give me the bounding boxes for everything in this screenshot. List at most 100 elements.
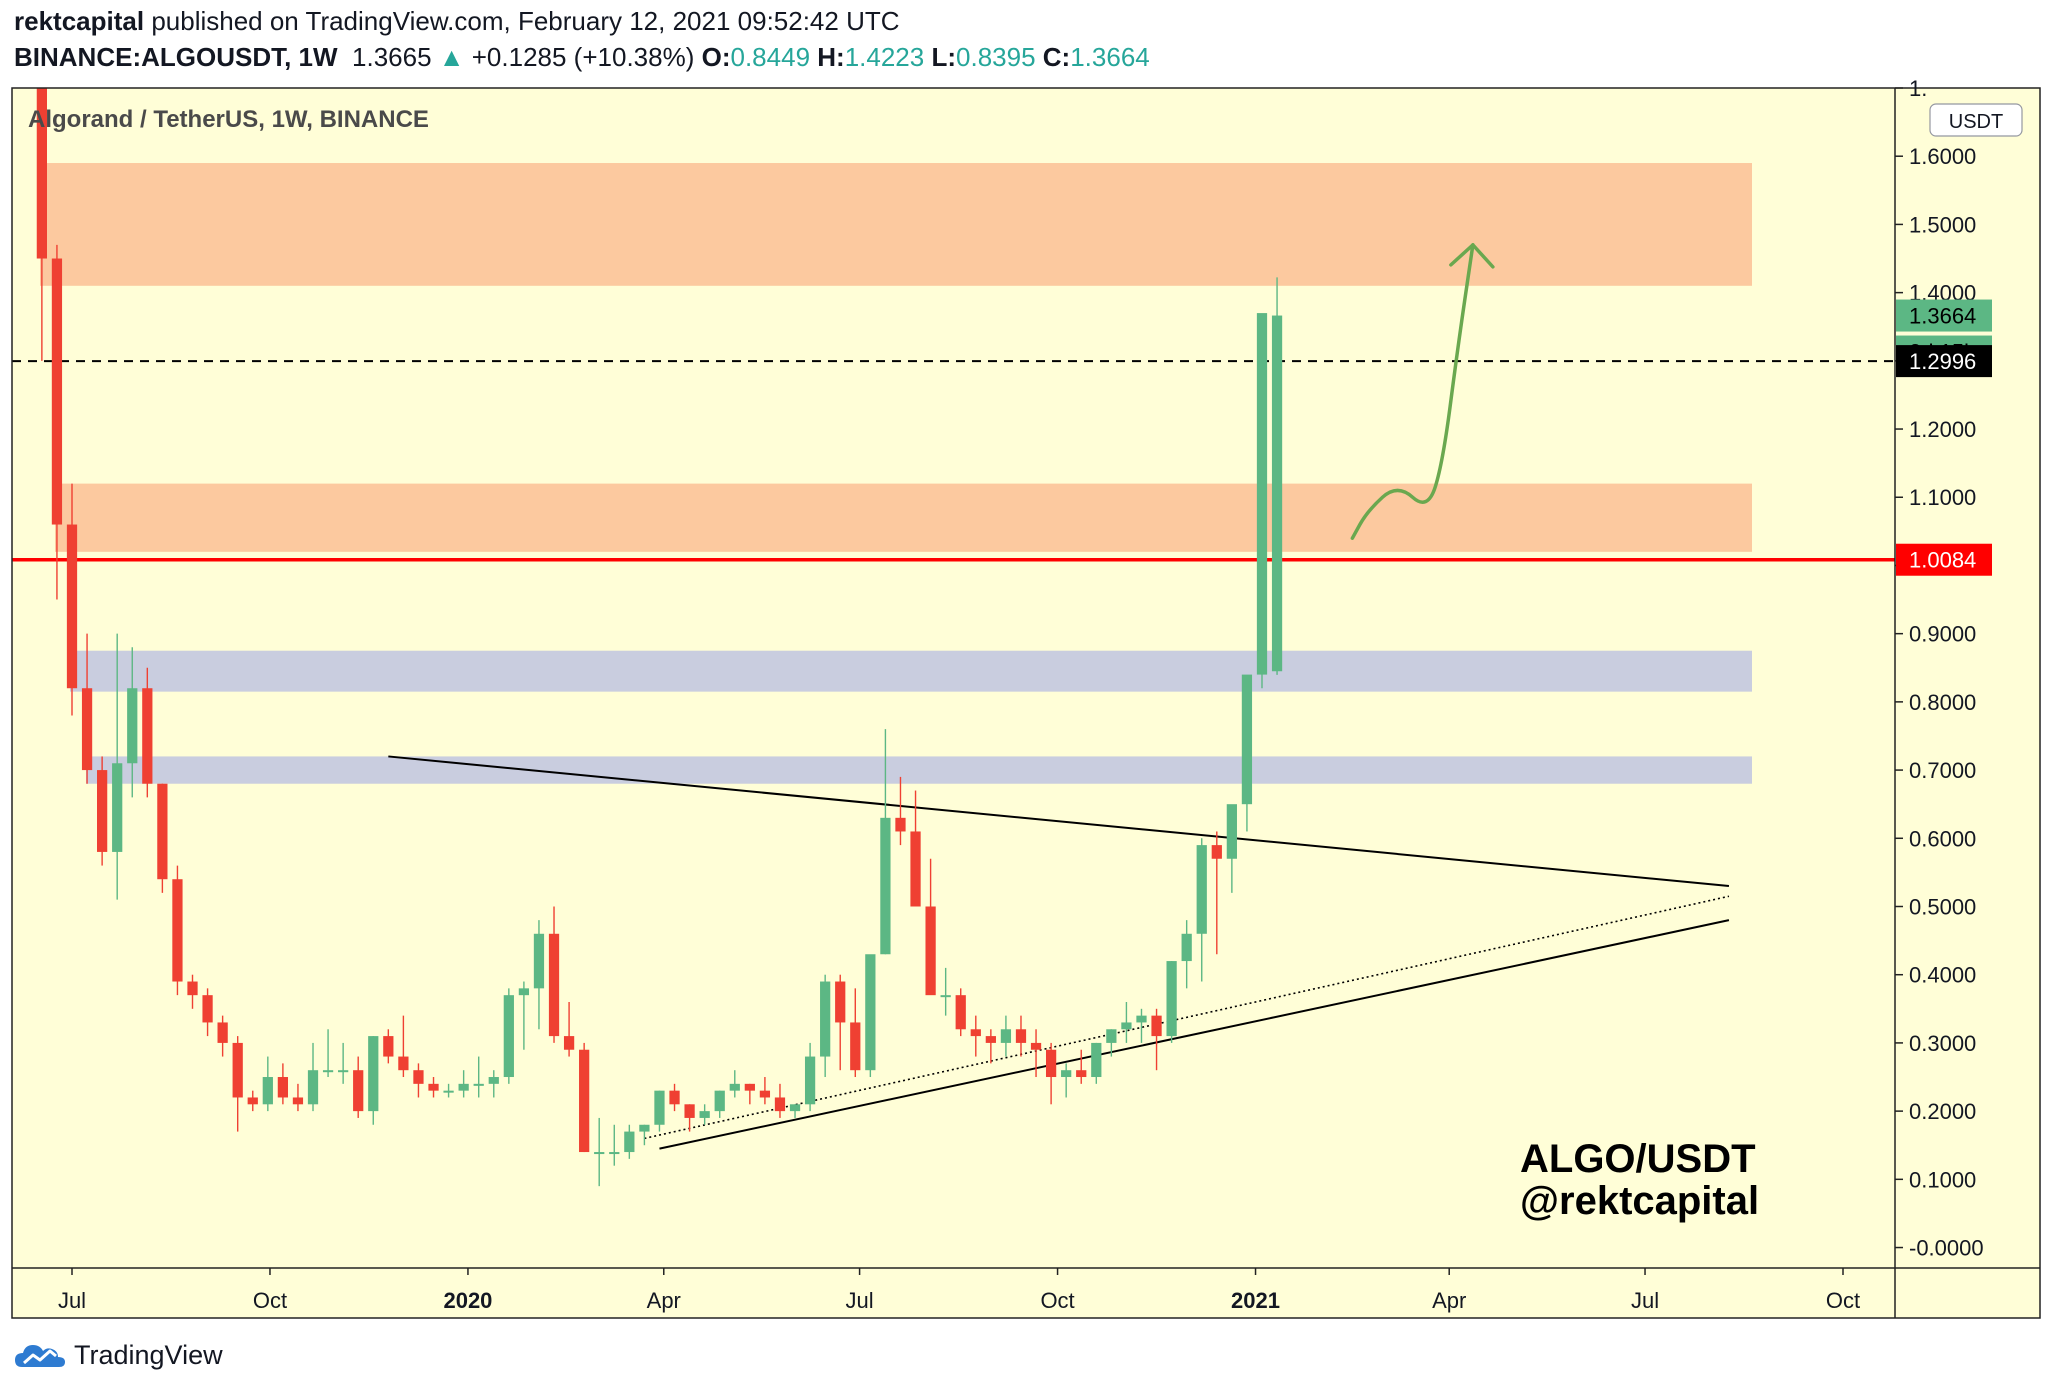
candle-up (789, 1104, 801, 1118)
time-axis-background (12, 1268, 1895, 1318)
candle-body (880, 817, 891, 955)
candle-down (579, 1042, 590, 1153)
chart-frame (11, 87, 2041, 1319)
candle-body (202, 995, 213, 1023)
candle-down (925, 858, 936, 996)
candle-body (36, 88, 47, 259)
candle-body (955, 995, 966, 1030)
candle-body (624, 1131, 635, 1153)
candle-body (1241, 674, 1253, 805)
author-name[interactable]: rektcapital (14, 6, 145, 36)
axis-corner (1895, 1268, 2040, 1318)
time-tick-label: Apr (647, 1288, 681, 1313)
time-tick-label: Oct (1826, 1288, 1860, 1313)
price-tick-label: -0.0000 (1909, 1236, 1984, 1261)
candle-down (955, 988, 966, 1037)
annotation-handle: @rektcapital (1520, 1179, 1759, 1223)
candle-body (895, 817, 906, 832)
candle-up (262, 1056, 273, 1112)
tradingview-footer[interactable]: TradingView (14, 1340, 223, 1371)
candle-body (262, 1077, 273, 1105)
chart-title: Algorand / TetherUS, 1W, BINANCE (28, 106, 429, 133)
currency-label: USDT (1949, 111, 2003, 133)
candle-up (1061, 1063, 1072, 1098)
candle-up (1226, 804, 1237, 893)
candle-down (142, 667, 153, 798)
candle-up (1000, 1015, 1012, 1057)
last-price-tag-text: 1.3664 (1909, 304, 1976, 329)
candle-up (594, 1117, 605, 1187)
candle-body (940, 995, 951, 998)
candle-down (744, 1083, 755, 1105)
candle-down (895, 776, 906, 846)
candle-up (473, 1056, 484, 1098)
candle-down (1045, 1042, 1057, 1105)
candle-up (1241, 674, 1253, 832)
resistance-zone (55, 483, 1752, 552)
candle-body (97, 770, 108, 852)
plot-area: Algorand / TetherUS, 1W, BINANCE ALGO/USD… (12, 88, 1895, 1223)
candle-up (503, 988, 514, 1084)
candle-body (1196, 845, 1207, 934)
support-zone (86, 756, 1752, 784)
candle-down (81, 633, 93, 784)
candle-body (383, 1036, 394, 1057)
currency-badge: USDT (1929, 103, 2023, 137)
candle-body (970, 1029, 981, 1037)
candle-body (835, 981, 846, 1023)
candle-body (368, 1036, 379, 1112)
key-level-tag: 1.0084 (1896, 543, 1992, 576)
candle-down (684, 1104, 695, 1132)
candle-body (1271, 315, 1283, 672)
resistance-zone (40, 163, 1752, 286)
up-triangle-icon: ▲ (438, 42, 465, 72)
price-tick-label: 0.6000 (1909, 826, 1976, 851)
candle-up (609, 1124, 620, 1166)
low-label: L: (931, 42, 957, 72)
candle-body (639, 1124, 650, 1132)
last-price: 1.3665 (352, 42, 432, 72)
price-tick-label: 1.2000 (1909, 417, 1976, 442)
candle-down (413, 1063, 424, 1098)
candle-down (187, 974, 198, 1009)
candle-up (639, 1124, 650, 1146)
candle-up (804, 1042, 816, 1112)
high-value: 1.4223 (844, 42, 925, 72)
price-tick-label: 0.7000 (1909, 758, 1976, 783)
candle-body (66, 524, 78, 689)
candle-up (1256, 313, 1268, 689)
candle-up (1166, 961, 1177, 1043)
candle-body (473, 1083, 484, 1086)
candle-body (609, 1152, 620, 1155)
price-chart[interactable]: Algorand / TetherUS, 1W, BINANCE ALGO/USD… (0, 0, 2054, 1330)
candle-down (202, 988, 213, 1037)
candle-down (66, 483, 78, 716)
candle-body (518, 988, 530, 996)
candle-down (759, 1077, 771, 1105)
trendline (388, 755, 1730, 888)
candle-body (157, 783, 168, 880)
candle-down (51, 244, 63, 600)
publication-line: rektcapital published on TradingView.com… (14, 6, 900, 37)
candle-body (1256, 313, 1268, 675)
candle-body (142, 688, 153, 784)
candle-body (322, 1070, 334, 1073)
candle-down (970, 1015, 981, 1057)
candle-up (624, 1124, 635, 1159)
candle-up (127, 647, 138, 798)
open-label: O: (701, 42, 731, 72)
candle-up (1196, 838, 1207, 982)
candle-up (1106, 1029, 1117, 1057)
candle-body (398, 1056, 409, 1071)
price-tick-label: 0.2000 (1909, 1099, 1976, 1124)
publication-info: published on TradingView.com, February 1… (151, 6, 900, 36)
time-tick-label: 2020 (443, 1288, 492, 1313)
candle-down (850, 988, 861, 1078)
candle-body (850, 1022, 861, 1071)
candle-down (292, 1083, 304, 1112)
candle-down (1211, 831, 1222, 955)
candle-body (714, 1090, 725, 1112)
price-tick-label: 0.4000 (1909, 963, 1976, 988)
candle-body (307, 1070, 319, 1105)
candle-body (1106, 1029, 1117, 1043)
